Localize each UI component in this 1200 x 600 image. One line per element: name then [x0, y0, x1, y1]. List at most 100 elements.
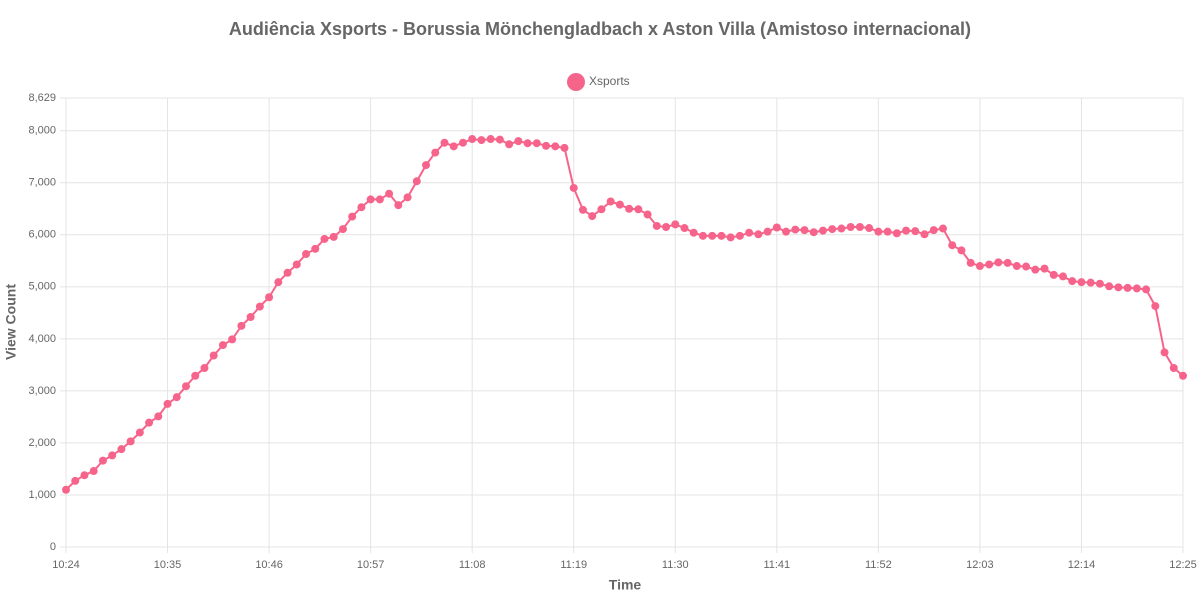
data-point [542, 141, 551, 150]
data-point [625, 204, 634, 213]
data-point [1114, 283, 1123, 292]
y-tick-label: 2,000 [28, 437, 56, 449]
data-point [680, 224, 689, 233]
data-point [800, 226, 809, 235]
y-tick-label: 8,629 [28, 92, 56, 104]
x-tick-label: 11:08 [459, 559, 486, 571]
data-point [458, 138, 467, 147]
data-point [283, 268, 292, 277]
data-point [855, 222, 864, 231]
data-point [1003, 258, 1012, 267]
data-point [385, 189, 394, 198]
data-point [89, 467, 98, 476]
data-point [1169, 364, 1178, 373]
x-tick-label: 10:24 [52, 559, 80, 571]
data-point [375, 195, 384, 204]
x-tick-label: 12:25 [1169, 559, 1197, 571]
chart-title: Audiência Xsports - Borussia Mönchenglad… [229, 19, 971, 39]
data-point [292, 260, 301, 269]
data-point [615, 200, 624, 209]
data-point [1095, 279, 1104, 288]
data-point [163, 399, 172, 408]
data-point [735, 231, 744, 240]
data-point [514, 137, 523, 146]
data-point [246, 313, 255, 322]
data-point [440, 138, 449, 147]
data-point [1049, 270, 1058, 279]
data-point [357, 203, 366, 212]
data-point [311, 244, 320, 253]
data-point [1012, 262, 1021, 271]
y-tick-label: 8,000 [28, 125, 56, 137]
data-point [726, 233, 735, 242]
data-point [1077, 278, 1086, 287]
data-point [1151, 302, 1160, 311]
data-point [145, 418, 154, 427]
data-point [606, 197, 615, 206]
data-point [468, 135, 477, 144]
data-point [1142, 285, 1151, 294]
data-point [71, 476, 80, 485]
data-point [1022, 262, 1031, 271]
data-point [1068, 277, 1077, 286]
data-point [763, 227, 772, 236]
x-tick-label: 12:14 [1068, 559, 1096, 571]
data-point [791, 225, 800, 234]
y-tick-label: 4,000 [28, 333, 56, 345]
data-point [652, 221, 661, 230]
data-point [486, 135, 495, 144]
legend-marker [567, 73, 585, 91]
x-tick-label: 11:30 [662, 559, 689, 571]
data-point [274, 278, 283, 287]
y-tick-label: 0 [50, 541, 56, 553]
data-point [634, 205, 643, 214]
data-point [892, 229, 901, 238]
legend-label: Xsports [589, 74, 630, 88]
data-point [200, 364, 209, 373]
x-axis-title: Time [609, 577, 642, 593]
data-point [948, 241, 957, 250]
data-point [717, 231, 726, 240]
data-point [938, 224, 947, 233]
data-point [422, 161, 431, 170]
data-point [643, 210, 652, 219]
data-point [929, 226, 938, 235]
data-point [182, 382, 191, 391]
data-point [809, 228, 818, 237]
data-point [671, 220, 680, 229]
x-tick-label: 10:57 [357, 559, 385, 571]
x-tick-label: 10:46 [255, 559, 283, 571]
data-point [320, 234, 329, 243]
data-point [1086, 278, 1095, 287]
data-point [412, 177, 421, 186]
y-tick-label: 3,000 [28, 385, 56, 397]
data-point [403, 193, 412, 202]
data-point [348, 212, 357, 221]
data-point [449, 142, 458, 151]
data-point [818, 226, 827, 235]
data-point [551, 142, 560, 151]
y-axis-title: View Count [3, 284, 19, 360]
data-point [883, 227, 892, 236]
data-point [108, 451, 117, 460]
x-tick-label: 10:35 [154, 559, 182, 571]
data-point [1058, 272, 1067, 281]
y-tick-label: 1,000 [28, 489, 56, 501]
data-point [154, 412, 163, 421]
data-point [338, 225, 347, 234]
data-point [98, 456, 107, 465]
data-point [431, 148, 440, 157]
data-point [302, 250, 311, 259]
data-point [846, 222, 855, 231]
data-point [237, 321, 246, 330]
data-point [191, 371, 200, 380]
data-point [902, 226, 911, 235]
data-point [569, 183, 578, 192]
data-point [366, 195, 375, 204]
data-point [523, 139, 532, 148]
data-point [920, 230, 929, 239]
data-point [708, 231, 717, 240]
data-point [62, 485, 70, 494]
x-tick-label: 11:52 [865, 559, 892, 571]
